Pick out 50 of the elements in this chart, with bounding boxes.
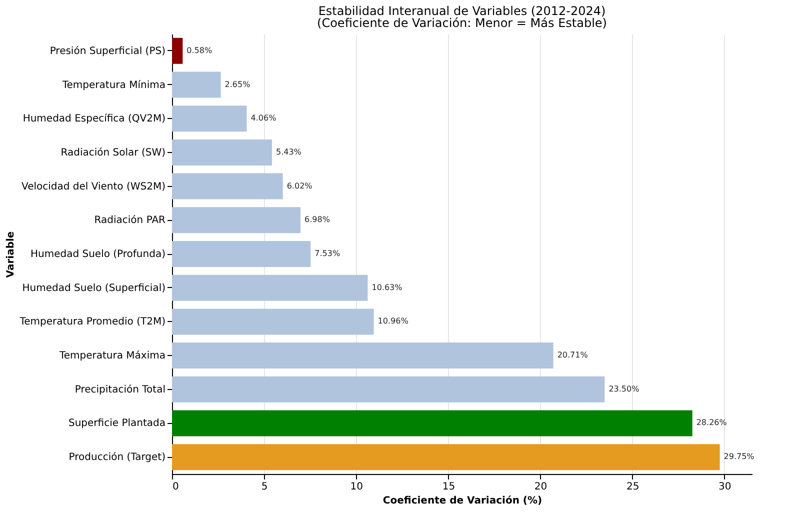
data-label: 10.63% — [372, 282, 403, 292]
bar — [172, 308, 374, 335]
chart-title: Estabilidad Interanual de Variables (2012-2024) — [318, 4, 606, 18]
y-tick-label: Temperatura Máxima — [58, 350, 166, 362]
x-axis-title: Coeficiente de Variación (%) — [382, 496, 542, 506]
bar — [172, 410, 692, 436]
bar — [172, 444, 720, 470]
chart-subtitle: (Coeficiente de Variación: Menor = Más Estable) — [317, 16, 607, 30]
data-label: 28.26% — [696, 418, 728, 428]
y-tick-label: Temperatura Mínima — [61, 80, 166, 91]
x-tick-label: 5 — [261, 482, 268, 492]
bar — [172, 72, 221, 98]
x-tick-label: 10 — [350, 482, 363, 492]
y-tick-label: Superficie Plantada — [68, 418, 166, 430]
data-label: 6.02% — [286, 181, 313, 190]
data-label: 7.53% — [314, 249, 340, 258]
x-tick-label: 30 — [718, 482, 732, 492]
y-axis-title: Variable — [6, 231, 17, 278]
bar — [172, 106, 247, 132]
y-tick-label: Radiación PAR — [94, 215, 166, 226]
data-label: 4.06% — [250, 114, 277, 123]
data-label: 6.98% — [304, 215, 330, 224]
bar — [172, 274, 368, 301]
bar — [172, 173, 283, 200]
data-label: 10.96% — [378, 316, 409, 326]
y-tick-label: Radiación Solar (SW) — [60, 147, 166, 158]
y-tick-label: Presión Superficial (PS) — [50, 46, 166, 57]
y-tick-label: Producción (Target) — [68, 452, 166, 464]
bar — [172, 241, 311, 267]
bar — [172, 376, 605, 402]
y-tick-label: Velocidad del Viento (WS2M) — [22, 181, 166, 192]
data-label: 5.43% — [276, 147, 302, 156]
y-tick-label: Humedad Suelo (Profunda) — [30, 249, 166, 260]
y-tick-label: Precipitación Total — [74, 384, 166, 396]
data-label: 23.50% — [608, 384, 640, 394]
x-tick-label: 15 — [442, 482, 456, 492]
x-tick-label: 20 — [534, 482, 548, 492]
bar — [172, 342, 554, 369]
y-tick-label: Humedad Específica (QV2M) — [22, 114, 166, 125]
data-label: 20.71% — [557, 350, 588, 360]
y-tick-label: Humedad Suelo (Superficial) — [22, 282, 166, 294]
bar — [172, 38, 183, 64]
bar — [172, 139, 272, 166]
data-label: 2.65% — [224, 80, 251, 89]
bar — [172, 207, 301, 234]
x-tick-label: 25 — [626, 482, 640, 492]
data-label: 0.58% — [186, 46, 212, 55]
y-tick-label: Temperatura Promedio (T2M) — [18, 316, 166, 328]
x-tick-label: 0 — [172, 482, 179, 492]
data-label: 29.75% — [724, 452, 755, 462]
